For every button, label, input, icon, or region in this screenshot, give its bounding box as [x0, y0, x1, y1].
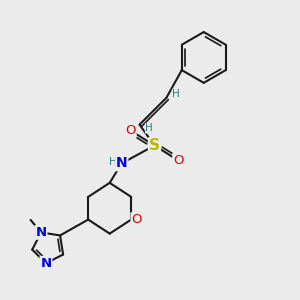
Text: N: N — [116, 156, 127, 170]
Text: H: H — [145, 123, 153, 133]
Text: N: N — [35, 226, 46, 239]
Text: H: H — [172, 89, 180, 99]
Text: H: H — [110, 157, 117, 167]
Text: S: S — [149, 138, 160, 153]
Text: N: N — [40, 257, 52, 270]
Text: O: O — [131, 213, 142, 226]
Text: O: O — [125, 124, 136, 137]
Text: O: O — [173, 154, 184, 167]
